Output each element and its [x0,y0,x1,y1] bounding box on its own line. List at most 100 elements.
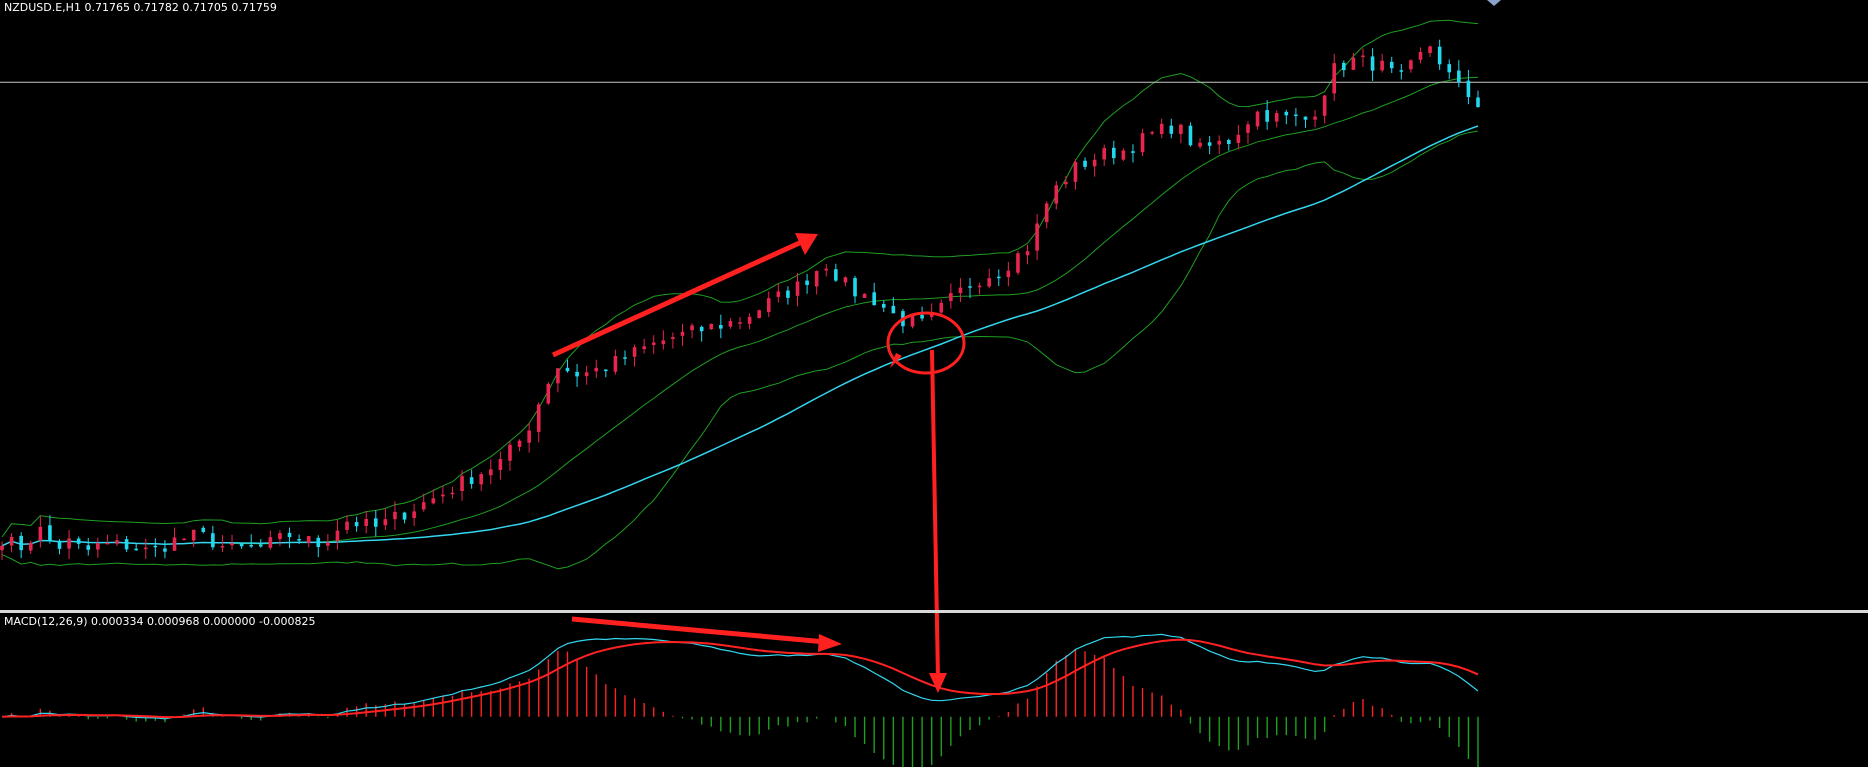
candle-83[interactable] [795,273,800,307]
candle-116[interactable] [1111,140,1116,165]
candle-104[interactable] [996,269,1001,286]
candle-136[interactable] [1303,116,1308,128]
candle-13[interactable] [124,535,129,553]
candle-84[interactable] [805,273,809,294]
candle-125[interactable] [1198,137,1202,149]
candle-103[interactable] [987,268,991,289]
candle-75[interactable] [719,314,723,339]
candle-32[interactable] [306,535,311,548]
candle-15[interactable] [143,538,148,559]
candle-149[interactable] [1428,45,1432,57]
candle-153[interactable] [1466,69,1471,105]
candle-151[interactable] [1447,59,1452,80]
candle-130[interactable] [1246,121,1250,144]
candle-77[interactable] [738,317,742,330]
candle-14[interactable] [134,543,138,551]
candle-124[interactable] [1188,122,1193,147]
candle-92[interactable] [881,300,886,313]
candle-112[interactable] [1073,159,1078,190]
candle-70[interactable] [671,332,675,349]
candle-49[interactable] [469,469,474,489]
candle-86[interactable] [824,264,829,277]
candle-3[interactable] [28,540,33,554]
candle-16[interactable] [153,538,158,557]
candle-7[interactable] [67,530,71,559]
candle-118[interactable] [1131,144,1135,163]
candle-154[interactable] [1476,90,1480,108]
candle-8[interactable] [76,536,81,549]
candle-48[interactable] [460,470,464,501]
candle-47[interactable] [450,486,455,499]
candle-128[interactable] [1227,138,1231,151]
candle-143[interactable] [1370,48,1375,81]
candle-58[interactable] [556,368,560,393]
candle-57[interactable] [546,382,551,405]
candle-137[interactable] [1313,109,1317,128]
candle-51[interactable] [489,459,493,485]
candle-152[interactable] [1457,60,1461,88]
candle-23[interactable] [220,535,225,553]
candle-111[interactable] [1064,176,1068,189]
candle-18[interactable] [172,527,177,552]
candle-81[interactable] [776,283,781,303]
candle-50[interactable] [479,472,484,491]
candle-93[interactable] [891,297,896,314]
candle-80[interactable] [766,291,771,318]
candle-37[interactable] [354,516,359,532]
candle-22[interactable] [211,525,215,550]
candle-140[interactable] [1342,60,1346,78]
candle-76[interactable] [728,318,733,329]
candle-34[interactable] [326,534,330,551]
candle-20[interactable] [191,529,196,548]
candle-144[interactable] [1380,53,1384,73]
candle-5[interactable] [48,515,52,544]
candle-132[interactable] [1265,100,1269,130]
candle-148[interactable] [1418,47,1423,64]
candle-36[interactable] [345,515,349,534]
candle-147[interactable] [1409,59,1413,73]
candle-117[interactable] [1121,148,1126,161]
candle-110[interactable] [1054,181,1059,210]
candle-54[interactable] [517,439,522,452]
candle-67[interactable] [642,338,646,354]
candle-12[interactable] [115,534,119,547]
candle-73[interactable] [699,325,704,342]
candle-113[interactable] [1083,157,1087,170]
candle-79[interactable] [757,309,761,319]
candle-59[interactable] [565,359,570,373]
candle-61[interactable] [584,365,589,385]
candle-109[interactable] [1044,201,1049,229]
candle-72[interactable] [690,323,694,339]
candle-25[interactable] [239,543,244,549]
candle-11[interactable] [105,534,110,545]
candle-17[interactable] [163,540,167,559]
candle-107[interactable] [1025,244,1030,265]
candle-24[interactable] [230,534,234,550]
candle-89[interactable] [853,275,857,304]
candle-78[interactable] [747,313,752,330]
candle-33[interactable] [316,535,321,558]
candle-68[interactable] [651,335,656,354]
candle-87[interactable] [834,263,838,282]
candle-127[interactable] [1217,135,1222,155]
candle-133[interactable] [1274,110,1279,128]
candle-115[interactable] [1102,144,1107,167]
candle-4[interactable] [38,515,43,548]
candle-19[interactable] [182,537,186,541]
candle-119[interactable] [1140,128,1145,157]
candle-126[interactable] [1207,135,1212,155]
candle-41[interactable] [393,501,397,530]
candle-60[interactable] [575,364,579,387]
candle-106[interactable] [1016,250,1020,275]
candle-35[interactable] [335,520,340,550]
candle-10[interactable] [96,537,100,558]
candle-85[interactable] [814,270,819,295]
candle-62[interactable] [594,359,599,378]
candle-141[interactable] [1351,52,1356,71]
candle-28[interactable] [268,530,273,550]
candle-44[interactable] [421,493,426,512]
candle-122[interactable] [1169,118,1174,139]
candle-71[interactable] [680,323,685,346]
candle-101[interactable] [968,277,972,299]
